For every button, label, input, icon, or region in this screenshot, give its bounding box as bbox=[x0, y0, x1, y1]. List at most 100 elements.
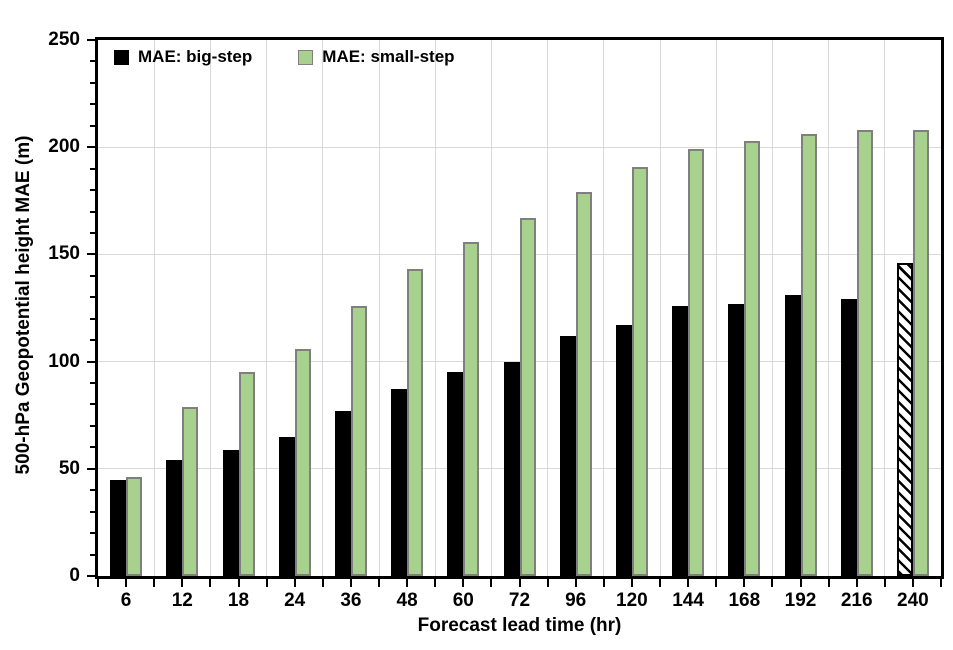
gridline-vertical bbox=[378, 40, 380, 576]
x-axis-tick bbox=[97, 579, 99, 587]
bar-small-step-6 bbox=[126, 477, 143, 576]
y-axis-minor-tick bbox=[90, 510, 95, 513]
legend-label-big-step: MAE: big-step bbox=[138, 47, 253, 66]
bar-small-step-144 bbox=[688, 149, 705, 576]
x-axis-tick bbox=[125, 579, 128, 587]
gridline-vertical bbox=[322, 40, 324, 576]
x-axis-tick bbox=[546, 579, 549, 587]
y-axis-minor-tick bbox=[90, 167, 95, 170]
y-axis-minor-tick bbox=[90, 339, 95, 342]
y-axis-major-tick bbox=[87, 360, 95, 363]
y-axis-minor-tick bbox=[90, 231, 95, 234]
x-axis-tick bbox=[265, 579, 268, 587]
x-axis-tick-label: 48 bbox=[396, 590, 418, 611]
x-axis-tick bbox=[687, 579, 690, 587]
bar-big-step-12 bbox=[166, 460, 183, 576]
bar-small-step-36 bbox=[350, 305, 367, 576]
y-axis-tick-label: 100 bbox=[48, 350, 80, 372]
bar-small-step-24 bbox=[294, 348, 311, 576]
x-axis-tick bbox=[771, 579, 774, 587]
bar-small-step-240 bbox=[912, 130, 929, 576]
x-axis-tick-label: 12 bbox=[171, 590, 193, 611]
bar-big-step-18 bbox=[222, 449, 239, 576]
gridline-vertical bbox=[828, 40, 830, 576]
gridline-horizontal bbox=[98, 146, 941, 148]
bar-small-step-60 bbox=[463, 241, 480, 576]
bar-small-step-96 bbox=[575, 192, 592, 576]
x-axis-tick bbox=[406, 579, 409, 587]
bar-small-step-192 bbox=[800, 134, 817, 576]
bar-big-step-168 bbox=[728, 303, 745, 576]
x-axis-tick bbox=[940, 579, 942, 587]
y-axis-minor-tick bbox=[90, 189, 95, 192]
x-axis-tick-label: 168 bbox=[728, 590, 761, 611]
x-axis-tick bbox=[181, 579, 184, 587]
x-axis-tick bbox=[349, 579, 352, 587]
legend-entry-big-step: MAE: big-step bbox=[114, 47, 252, 67]
y-axis-tick-label: 50 bbox=[58, 457, 80, 479]
gridline-vertical bbox=[659, 40, 661, 576]
x-axis-tick bbox=[574, 579, 577, 587]
bar-big-step-6 bbox=[110, 479, 127, 576]
y-axis-title: 500-hPa Geopotential height MAE (m) bbox=[13, 135, 34, 475]
x-axis-tick bbox=[209, 579, 212, 587]
bar-small-step-48 bbox=[407, 269, 424, 576]
legend-swatch-small-step-icon bbox=[298, 49, 314, 65]
x-axis-tick bbox=[799, 579, 802, 587]
bar-small-step-18 bbox=[238, 372, 255, 576]
bar-big-step-120 bbox=[615, 325, 632, 576]
y-axis-minor-tick bbox=[90, 532, 95, 535]
x-axis-tick-label: 240 bbox=[897, 590, 929, 611]
gridline-vertical bbox=[547, 40, 549, 576]
x-axis-tick bbox=[883, 579, 886, 587]
x-axis-tick-label: 144 bbox=[672, 590, 704, 611]
legend-swatch-big-step-icon bbox=[114, 49, 129, 65]
x-axis-tick bbox=[518, 579, 521, 587]
y-axis-minor-tick bbox=[90, 81, 95, 84]
gridline-vertical bbox=[603, 40, 605, 576]
x-axis-tick-label: 24 bbox=[284, 590, 306, 611]
x-axis-tick-label: 96 bbox=[565, 590, 587, 611]
x-axis-tick bbox=[490, 579, 493, 587]
bar-big-step-144 bbox=[672, 305, 689, 576]
y-axis-minor-tick bbox=[90, 489, 95, 492]
bar-big-step-216 bbox=[840, 299, 857, 576]
x-axis-tick bbox=[715, 579, 718, 587]
bar-small-step-72 bbox=[519, 217, 536, 576]
bar-small-step-168 bbox=[744, 140, 761, 576]
x-axis-tick bbox=[153, 579, 156, 587]
bar-small-step-216 bbox=[856, 130, 873, 576]
y-axis-minor-tick bbox=[90, 210, 95, 213]
gridline-vertical bbox=[434, 40, 436, 576]
x-axis-tick-label: 192 bbox=[784, 590, 817, 611]
x-axis-tick bbox=[855, 579, 858, 587]
y-axis-minor-tick bbox=[90, 274, 95, 277]
x-axis-tick bbox=[434, 579, 437, 587]
x-axis-tick bbox=[293, 579, 296, 587]
x-axis-tick bbox=[378, 579, 380, 587]
y-axis-minor-tick bbox=[90, 60, 95, 63]
y-axis-tick-label: 200 bbox=[48, 136, 80, 158]
y-axis-minor-tick bbox=[90, 403, 95, 406]
x-axis-tick-label: 72 bbox=[508, 590, 531, 611]
y-axis-minor-tick bbox=[90, 296, 95, 299]
y-axis-minor-tick bbox=[90, 317, 95, 320]
y-axis-minor-tick bbox=[90, 553, 95, 556]
y-axis-minor-tick bbox=[90, 446, 95, 449]
y-axis-major-tick bbox=[87, 253, 95, 256]
x-axis-tick bbox=[630, 579, 633, 587]
bar-big-step-96 bbox=[559, 335, 576, 576]
y-axis-minor-tick bbox=[90, 424, 95, 427]
legend: MAE: big-step MAE: small-step bbox=[114, 47, 455, 67]
gridline-vertical bbox=[771, 40, 773, 576]
x-axis-tick bbox=[462, 579, 465, 587]
x-axis-tick-label: 60 bbox=[452, 590, 474, 611]
gridline-vertical bbox=[209, 40, 211, 576]
y-axis-tick-label: 150 bbox=[48, 243, 80, 265]
y-axis-tick-label: 0 bbox=[69, 565, 80, 586]
x-axis-tick bbox=[827, 579, 830, 587]
y-axis-minor-tick bbox=[90, 124, 95, 127]
y-axis-minor-tick bbox=[90, 103, 95, 106]
x-axis-tick-label: 216 bbox=[840, 590, 873, 611]
